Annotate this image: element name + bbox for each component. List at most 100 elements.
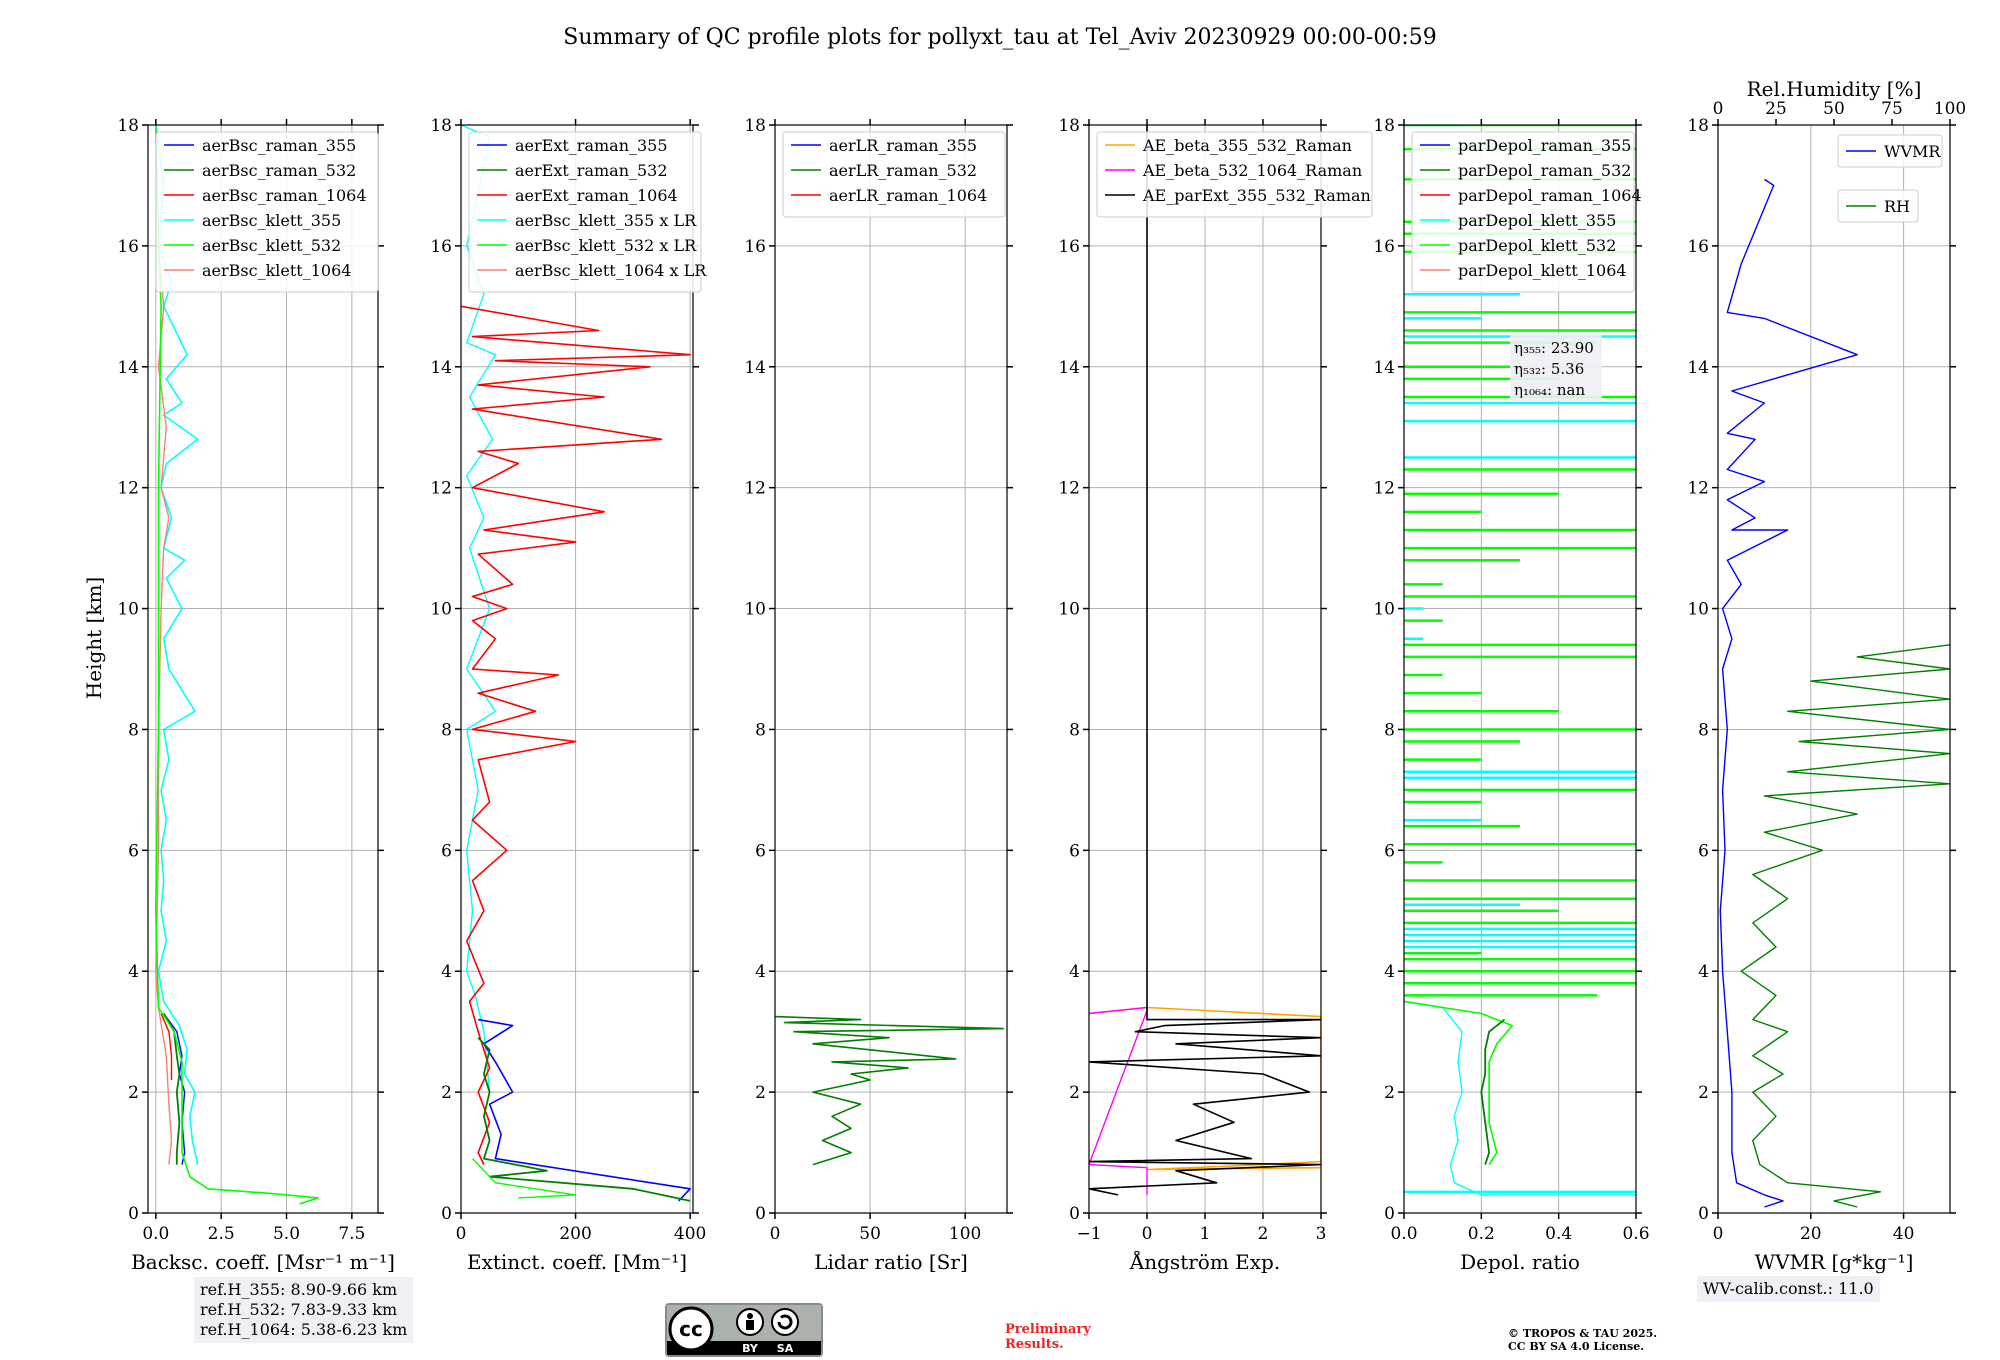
plot-area (1089, 125, 1321, 1196)
series-aerbsc-klett-355 (155, 125, 199, 1165)
top-x-tick-label: 50 (1823, 99, 1845, 119)
legend-label-2: aerBsc_raman_1064 (202, 186, 367, 205)
series-aerext-raman-532 (477, 1037, 691, 1202)
x-tick-label: 20 (1800, 1224, 1822, 1244)
series-aerbsc-klett-532-x-lr (471, 1158, 577, 1199)
x-tick-label: 0.6 (1622, 1224, 1649, 1244)
y-tick-label: 16 (117, 237, 139, 257)
wv-calibration-box: WV-calib.const.: 11.0 (1697, 1276, 1880, 1302)
y-tick-label: 0 (1698, 1204, 1709, 1224)
legend-label-2: parDepol_raman_1064 (1458, 186, 1642, 205)
x-tick-label: 0.0 (142, 1224, 169, 1244)
series-aerbsc-klett-532 (155, 125, 319, 1205)
reference-height-box: ref.H_355: 8.90-9.66 km ref.H_532: 7.83-… (194, 1277, 414, 1343)
legend-label-0: parDepol_raman_355 (1458, 136, 1631, 155)
y-tick-label: 6 (1069, 841, 1080, 861)
cc-license-badge: cc BY SA (665, 1303, 823, 1357)
series-aerbsc-klett-355-x-lr (461, 125, 497, 1093)
legend: aerBsc_raman_355 aerBsc_raman_532 aerBsc_r… (155, 131, 379, 293)
y-tick-label: 18 (1373, 116, 1395, 136)
legend-label-2: aerLR_raman_1064 (829, 186, 987, 205)
y-tick-label: 2 (1069, 1083, 1080, 1103)
y-tick-label: 10 (1058, 600, 1080, 620)
preliminary-note: Preliminary Results. (1005, 1322, 1091, 1352)
legend-label-1: parDepol_raman_532 (1458, 161, 1631, 180)
y-tick-label: 16 (1687, 237, 1709, 257)
x-tick-label: 0 (1713, 1224, 1724, 1244)
series-pardepol-klett-355 (1404, 1000, 1636, 1196)
y-tick-label: 14 (744, 358, 766, 378)
y-tick-label: 2 (1698, 1083, 1709, 1103)
y-tick-label: 4 (755, 962, 766, 982)
ref-height-355: ref.H_355: 8.90-9.66 km (200, 1280, 398, 1299)
legend-label-1: aerExt_raman_532 (515, 161, 668, 180)
y-tick-label: 8 (128, 720, 139, 740)
y-tick-label: 12 (1687, 479, 1709, 499)
cc-circle-icon (668, 1306, 714, 1352)
x-tick-label: 40 (1893, 1224, 1915, 1244)
y-tick-label: 0 (1069, 1204, 1080, 1224)
y-tick-label: 10 (744, 600, 766, 620)
y-tick-label: 14 (1058, 358, 1080, 378)
y-tick-label: 4 (1069, 962, 1080, 982)
ref-height-1064: ref.H_1064: 5.38-6.23 km (200, 1320, 408, 1339)
axes-frame (147, 124, 379, 1214)
x-tick-label: 1 (1200, 1224, 1211, 1244)
y-tick-label: 2 (755, 1083, 766, 1103)
y-tick-label: 10 (1687, 600, 1709, 620)
cc-logo-graphic: cc BY SA (667, 1305, 821, 1355)
y-tick-label: 12 (1058, 479, 1080, 499)
series-ae-parext-355-532-raman (1089, 125, 1321, 1196)
y-tick-label: 4 (128, 962, 139, 982)
series-aerlr-raman-532 (775, 1015, 1005, 1166)
x-tick-label: 2 (1258, 1224, 1269, 1244)
legend: aerLR_raman_355 aerLR_raman_532 aerLR_rama… (782, 131, 1006, 218)
legend-box (468, 131, 702, 293)
top-axis-label: Rel.Humidity [%] (1747, 77, 1922, 101)
legend-label-5: parDepol_klett_1064 (1458, 261, 1627, 280)
plot-area (155, 125, 319, 1205)
y-tick-label: 6 (441, 841, 452, 861)
x-tick-label: 0 (1142, 1224, 1153, 1244)
series-aerext-raman-1064 (461, 305, 691, 1165)
axes-frame (460, 124, 694, 1214)
legend-label-5: aerBsc_klett_1064 x LR (515, 261, 707, 280)
chart-panel-3: 0 2 4 6 8 10 12 14 16 18 0 50 100 Lidar ratio [Sr] aer… (744, 116, 1013, 1274)
x-axis-label: Depol. ratio (1460, 1250, 1580, 1274)
series-ae-beta-532-1064-raman (1089, 1006, 1148, 1195)
legend: parDepol_raman_355 parDepol_raman_532 parD… (1411, 131, 1642, 293)
x-tick-label: 7.5 (338, 1224, 365, 1244)
legend-label-4: aerBsc_klett_532 x LR (515, 236, 697, 255)
y-tick-label: 12 (117, 479, 139, 499)
y-tick-label: 12 (744, 479, 766, 499)
preliminary-line-1: Preliminary (1005, 1322, 1091, 1337)
x-tick-label: 200 (559, 1224, 591, 1244)
x-tick-label: 0.2 (1468, 1224, 1495, 1244)
eta-annotation: η₃₅₅: 23.90 η₅₃₂: 5.36 η₁₀₆₄: nan (1510, 333, 1602, 401)
legend-label-3: aerBsc_klett_355 (202, 211, 341, 230)
series-pardepol-klett-532 (1404, 1000, 1514, 1166)
x-axis-label: Ångström Exp. (1129, 1249, 1280, 1274)
cc-icon-text: cc (679, 1317, 703, 1341)
y-tick-label: 4 (1384, 962, 1395, 982)
axes-frame (1717, 124, 1951, 1214)
legend-box (1411, 131, 1635, 293)
x-tick-label: 0 (770, 1224, 781, 1244)
x-tick-label: 0.0 (1390, 1224, 1417, 1244)
eta-line-2: η₁₀₆₄: nan (1514, 381, 1585, 399)
y-tick-label: 16 (744, 237, 766, 257)
y-tick-label: 16 (1373, 237, 1395, 257)
legend-label-2: AE_parExt_355_532_Raman (1142, 186, 1371, 205)
copyright-line-2: CC BY SA 4.0 License. (1508, 1340, 1645, 1353)
y-tick-label: 18 (117, 116, 139, 136)
y-tick-label: 8 (1384, 720, 1395, 740)
legend-label-0: aerLR_raman_355 (829, 136, 977, 155)
y-tick-label: 14 (117, 358, 139, 378)
y-tick-label: 18 (744, 116, 766, 136)
legend-label-2: aerExt_raman_1064 (515, 186, 678, 205)
y-tick-label: 12 (1373, 479, 1395, 499)
y-tick-label: 16 (430, 237, 452, 257)
eta-box (1510, 333, 1602, 401)
